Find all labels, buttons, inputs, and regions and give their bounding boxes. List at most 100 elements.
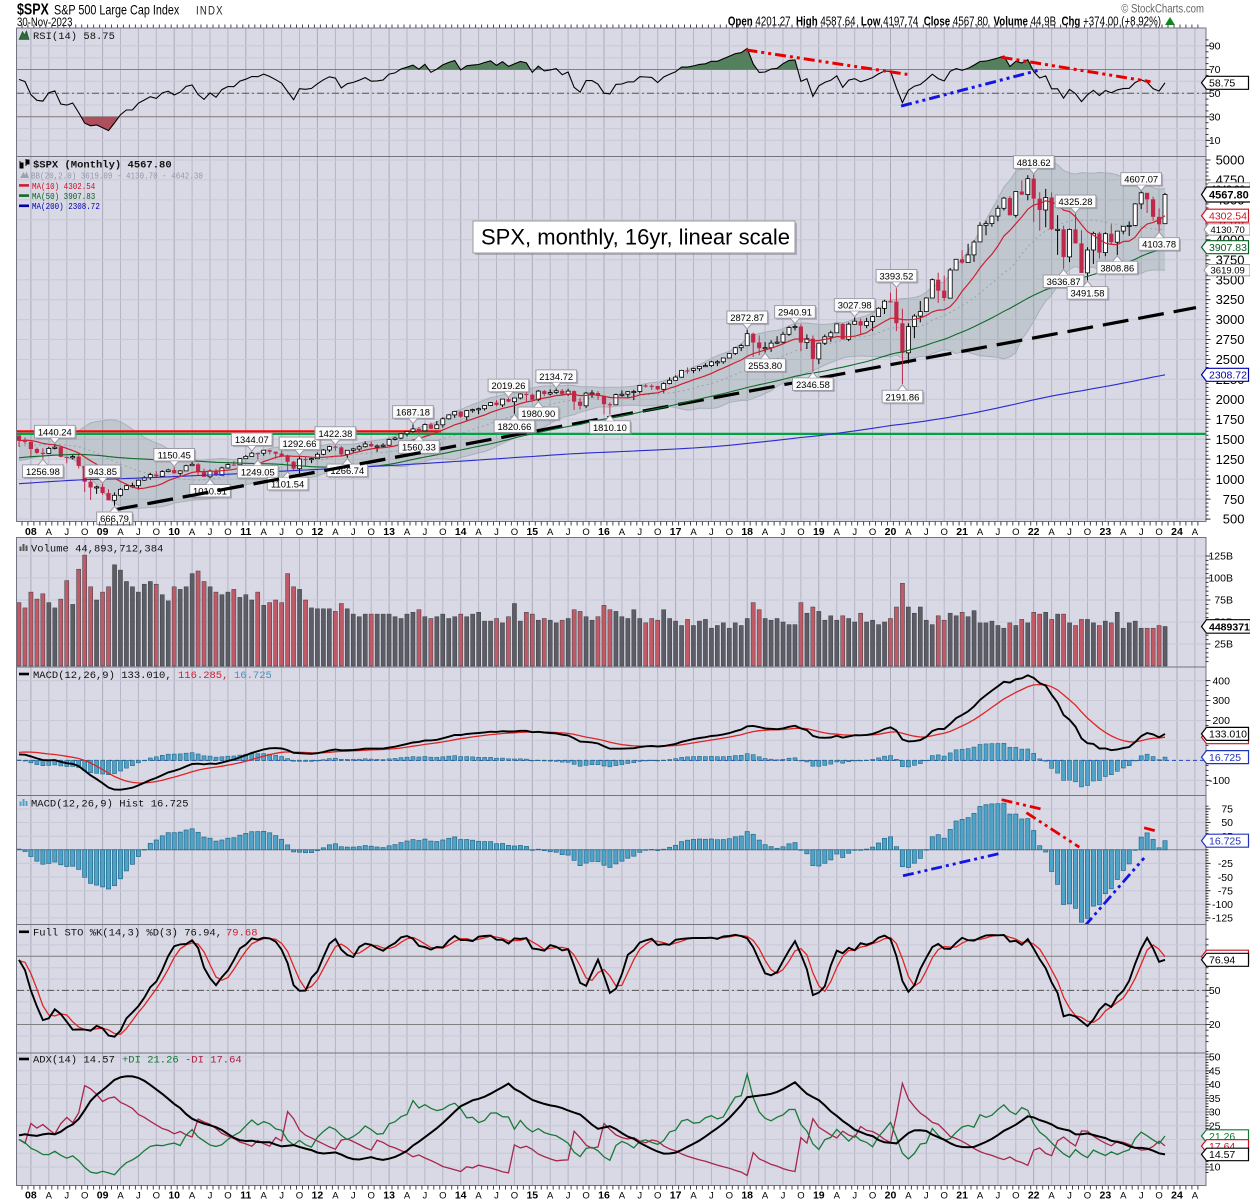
svg-text:-75: -75 bbox=[1218, 885, 1233, 897]
svg-text:21: 21 bbox=[956, 526, 968, 538]
svg-text:20: 20 bbox=[1209, 1019, 1221, 1031]
svg-text:79.68: 79.68 bbox=[226, 927, 258, 939]
svg-text:30: 30 bbox=[1209, 112, 1221, 124]
svg-text:J: J bbox=[852, 1191, 857, 1200]
svg-text:11: 11 bbox=[240, 1190, 251, 1200]
svg-text:2553.80: 2553.80 bbox=[748, 360, 782, 371]
svg-text:O: O bbox=[869, 527, 876, 538]
svg-text:O: O bbox=[941, 1191, 948, 1200]
svg-text:4607.07: 4607.07 bbox=[1124, 174, 1158, 185]
svg-text:75: 75 bbox=[1221, 804, 1233, 816]
svg-text:MACD(12,26,9) 133.010,: MACD(12,26,9) 133.010, bbox=[33, 670, 172, 682]
svg-text:O: O bbox=[153, 1191, 160, 1200]
svg-text:20: 20 bbox=[885, 1190, 897, 1200]
svg-text:2134.72: 2134.72 bbox=[539, 371, 573, 382]
svg-text:50: 50 bbox=[1209, 1052, 1221, 1064]
svg-text:J: J bbox=[637, 527, 642, 538]
svg-text:45: 45 bbox=[1209, 1066, 1221, 1078]
svg-text:O: O bbox=[1084, 1191, 1091, 1200]
svg-text:A: A bbox=[1048, 527, 1055, 538]
svg-text:10: 10 bbox=[1209, 1162, 1221, 1174]
svg-text:-125: -125 bbox=[1212, 913, 1233, 925]
svg-text:J: J bbox=[1067, 1191, 1072, 1200]
svg-text:23: 23 bbox=[1100, 526, 1112, 538]
svg-text:100B: 100B bbox=[1208, 573, 1233, 585]
svg-text:J: J bbox=[208, 527, 213, 538]
svg-text:10: 10 bbox=[168, 526, 180, 538]
svg-text:1250: 1250 bbox=[1216, 452, 1245, 467]
svg-text:3636.87: 3636.87 bbox=[1047, 276, 1081, 287]
svg-text:5000: 5000 bbox=[1216, 153, 1245, 168]
svg-text:A: A bbox=[1048, 1191, 1055, 1200]
svg-text:A: A bbox=[261, 1191, 268, 1200]
svg-text:1750: 1750 bbox=[1216, 412, 1245, 427]
svg-text:3027.98: 3027.98 bbox=[838, 300, 872, 311]
svg-text:3808.86: 3808.86 bbox=[1100, 262, 1134, 273]
svg-text:58.75: 58.75 bbox=[1209, 78, 1235, 90]
svg-text:+DI 21.26: +DI 21.26 bbox=[122, 1055, 179, 1067]
svg-text:4302.54: 4302.54 bbox=[1209, 210, 1247, 222]
svg-text:4818.62: 4818.62 bbox=[1017, 157, 1051, 168]
svg-text:943.85: 943.85 bbox=[88, 466, 117, 477]
svg-text:A: A bbox=[977, 527, 984, 538]
svg-text:$SPX (Monthly) 4567.80: $SPX (Monthly) 4567.80 bbox=[33, 159, 172, 171]
svg-text:O: O bbox=[439, 527, 446, 538]
svg-text:A: A bbox=[1120, 1191, 1127, 1200]
svg-text:A: A bbox=[117, 1191, 124, 1200]
svg-text:J: J bbox=[1139, 527, 1144, 538]
svg-text:J: J bbox=[709, 1191, 714, 1200]
svg-text:INDX: INDX bbox=[196, 5, 224, 18]
svg-text:-100: -100 bbox=[1212, 899, 1233, 911]
svg-text:O: O bbox=[1012, 1191, 1019, 1200]
svg-text:O: O bbox=[1155, 1191, 1162, 1200]
svg-text:A: A bbox=[475, 527, 482, 538]
svg-text:J: J bbox=[494, 1191, 499, 1200]
svg-text:A: A bbox=[905, 1191, 912, 1200]
svg-text:1256.98: 1256.98 bbox=[26, 466, 60, 477]
svg-text:J: J bbox=[208, 1191, 213, 1200]
svg-text:3393.52: 3393.52 bbox=[879, 271, 913, 282]
svg-text:3907.83: 3907.83 bbox=[1209, 242, 1247, 254]
svg-text:A: A bbox=[189, 1191, 196, 1200]
svg-text:08: 08 bbox=[25, 526, 37, 538]
svg-text:09: 09 bbox=[97, 526, 109, 538]
svg-text:Volume 44,893,712,384: Volume 44,893,712,384 bbox=[31, 544, 163, 556]
svg-text:O: O bbox=[1155, 527, 1162, 538]
svg-text:16: 16 bbox=[598, 1190, 610, 1200]
svg-text:J: J bbox=[351, 527, 356, 538]
svg-text:50: 50 bbox=[1209, 88, 1221, 100]
svg-text:Full STO %K(14,3) %D(3) 76.94,: Full STO %K(14,3) %D(3) 76.94, bbox=[33, 927, 222, 939]
svg-text:2500: 2500 bbox=[1216, 352, 1245, 367]
svg-text:A: A bbox=[690, 1191, 697, 1200]
svg-text:2872.87: 2872.87 bbox=[730, 312, 764, 323]
svg-text:11: 11 bbox=[240, 526, 251, 538]
svg-text:A: A bbox=[332, 1191, 339, 1200]
svg-text:A: A bbox=[117, 527, 124, 538]
svg-text:3750: 3750 bbox=[1216, 252, 1245, 267]
svg-text:1150.45: 1150.45 bbox=[158, 450, 191, 461]
svg-text:Open 4201.27 High 4587.64 Lo: Open 4201.27 High 4587.64 Low 4197.74 Cl… bbox=[728, 15, 1161, 28]
svg-text:22: 22 bbox=[1028, 1190, 1040, 1200]
svg-text:J: J bbox=[64, 527, 69, 538]
svg-text:08: 08 bbox=[25, 1190, 37, 1200]
svg-text:O: O bbox=[153, 527, 160, 538]
svg-text:-DI 17.64: -DI 17.64 bbox=[185, 1055, 242, 1067]
svg-text:A: A bbox=[46, 527, 53, 538]
svg-text:J: J bbox=[996, 527, 1001, 538]
svg-text:2000: 2000 bbox=[1216, 392, 1245, 407]
svg-text:30-Nov-2023: 30-Nov-2023 bbox=[17, 16, 72, 29]
svg-text:2750: 2750 bbox=[1216, 332, 1245, 347]
svg-text:-50: -50 bbox=[1218, 872, 1233, 884]
svg-text:$SPX: $SPX bbox=[17, 1, 49, 19]
svg-text:J: J bbox=[351, 1191, 356, 1200]
svg-text:1440.24: 1440.24 bbox=[38, 426, 72, 437]
svg-text:A: A bbox=[332, 527, 339, 538]
svg-text:1292.66: 1292.66 bbox=[283, 438, 317, 449]
svg-text:O: O bbox=[296, 527, 303, 538]
svg-text:1422.38: 1422.38 bbox=[318, 428, 352, 439]
svg-text:1980.90: 1980.90 bbox=[521, 408, 555, 419]
svg-text:1500: 1500 bbox=[1216, 432, 1245, 447]
svg-text:A: A bbox=[619, 1191, 626, 1200]
svg-text:J: J bbox=[423, 527, 428, 538]
svg-text:J: J bbox=[136, 1191, 141, 1200]
